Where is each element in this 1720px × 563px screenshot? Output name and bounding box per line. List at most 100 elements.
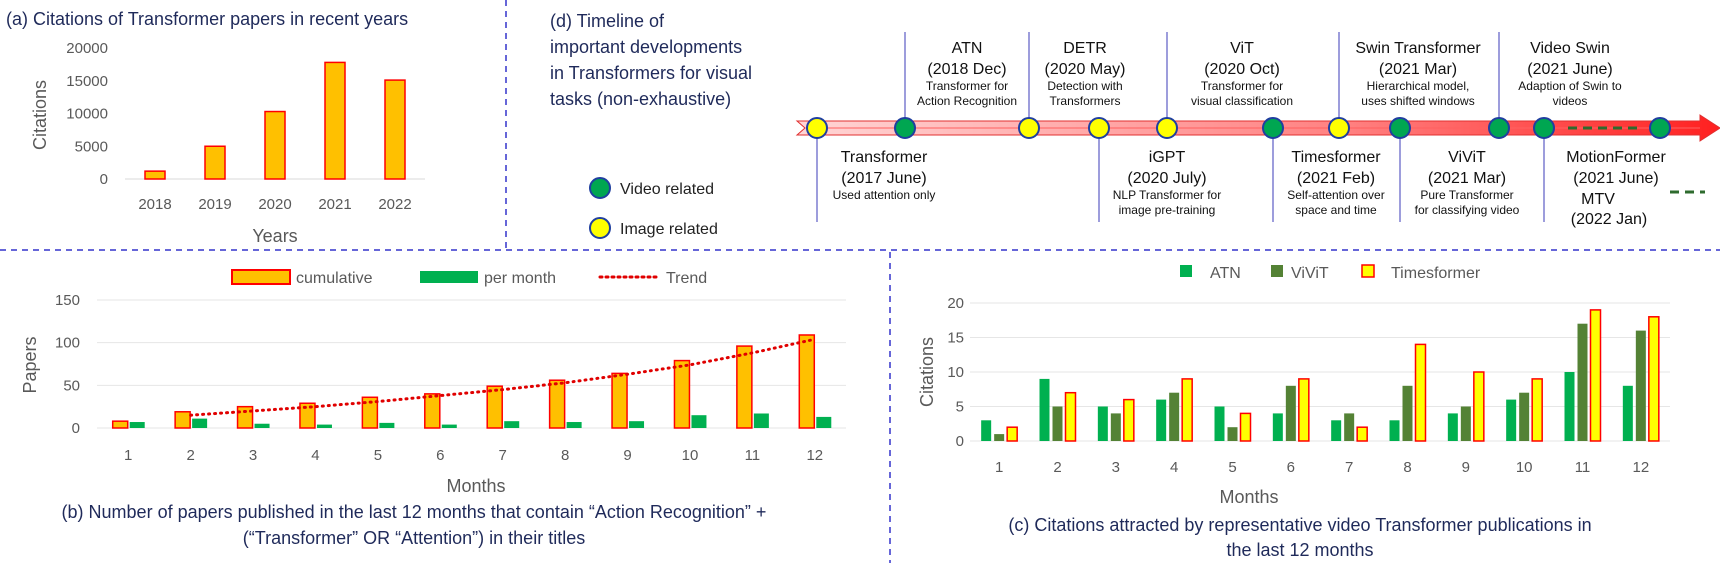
panel-c-citations-by-month: ATN ViViT Timesformer Citations Months 0… [917, 264, 1670, 560]
panel-c-gridlines [970, 302, 1670, 442]
timeline-below-name-igpt: iGPT [1149, 149, 1186, 166]
timeline-node-video-8 [1389, 117, 1411, 139]
panel-b-xtick-4: 4 [311, 447, 319, 464]
timeline-below-date-igpt: (2020 July) [1127, 170, 1206, 187]
timeline-below-desc-igpt-2: image pre-training [1119, 203, 1216, 217]
panel-c-bar-vivit-10 [1519, 392, 1530, 441]
legend-atn-swatch [1180, 265, 1192, 277]
timeline-node-video-6 [1262, 117, 1284, 139]
legend-atn-label: ATN [1210, 265, 1241, 282]
panel-c-xtick-8: 8 [1403, 459, 1411, 476]
panel-a-y-tick-labels: 0 5000 10000 15000 20000 [66, 40, 108, 188]
timeline-below-date-timesformer: (2021 Feb) [1297, 170, 1375, 187]
timeline-mtv-date: (2022 Jan) [1571, 211, 1648, 228]
legend-video-marker [589, 177, 611, 199]
panel-c-caption-line-2: the last 12 months [1226, 540, 1373, 560]
panel-c-bar-timesformer-8 [1414, 343, 1427, 442]
panel-c-bar-timesformer-2 [1064, 391, 1077, 442]
timeline-below-name-transformer: Transformer [841, 149, 928, 166]
timeline-above-date-swin-transformer: (2021 Mar) [1379, 61, 1457, 78]
timeline-below-desc-transformer-1: Used attention only [833, 188, 936, 202]
panel-c-bar-atn-7 [1331, 420, 1342, 441]
timeline-node-video-10 [1533, 117, 1555, 139]
timeline-node-video-2 [894, 117, 916, 139]
panel-b-bars [111, 334, 832, 429]
timeline-below-desc-timesformer-2: space and time [1295, 203, 1377, 217]
timeline-above-date-atn: (2018 Dec) [927, 61, 1006, 78]
panel-c-xtick-7: 7 [1345, 459, 1353, 476]
legend-image-marker [589, 217, 611, 239]
panel-c-bars [981, 309, 1660, 442]
timeline-above-desc-video-swin-2: videos [1553, 94, 1588, 108]
panel-b-bar-per-month-11 [753, 413, 769, 428]
panel-c-bar-timesformer-6 [1298, 378, 1310, 442]
panel-b-xlabel: Months [446, 476, 505, 496]
panel-c-xtick-3: 3 [1112, 459, 1120, 476]
legend-timesformer-swatch [1361, 264, 1375, 278]
timeline-node-image-1 [806, 117, 828, 139]
panel-b-papers-by-month: cumulative per month Trend Papers Months… [20, 269, 846, 548]
panel-b-xtick-9: 9 [623, 447, 631, 464]
panel-a-ytick-20000: 20000 [66, 40, 108, 57]
panel-b-bar-per-month-5 [379, 422, 395, 428]
panel-b-bar-cumulative-12 [798, 334, 816, 429]
panel-a-bar-2021 [324, 61, 346, 180]
timeline-above-desc-detr-1: Detection with [1047, 79, 1122, 93]
timeline-below-date-motionformer: (2021 June) [1573, 170, 1658, 187]
panel-b-bar-cumulative-5 [361, 396, 379, 429]
panel-b-ytick-100: 100 [55, 335, 80, 352]
panel-a-xlabel: Years [252, 226, 297, 246]
timeline-above-desc-atn-1: Transformer for [926, 79, 1008, 93]
panel-c-x-tick-labels: 1 2 3 4 5 6 7 8 9 10 11 12 [995, 459, 1649, 476]
panel-b-ytick-0: 0 [72, 420, 80, 437]
panel-c-bar-timesformer-11 [1589, 309, 1602, 442]
timeline-above-date-vit: (2020 Oct) [1204, 61, 1280, 78]
panel-c-bar-timesformer-5 [1239, 412, 1252, 442]
panel-b-xtick-10: 10 [682, 447, 699, 464]
timeline-below-name-timesformer: Timesformer [1291, 149, 1381, 166]
panel-b-bar-cumulative-9 [611, 372, 628, 429]
timeline-below-desc-timesformer-1: Self-attention over [1287, 188, 1384, 202]
panel-a-xtick-2021: 2021 [318, 196, 351, 213]
panel-c-xtick-1: 1 [995, 459, 1003, 476]
panel-c-bar-vivit-5 [1227, 427, 1238, 441]
panel-c-bar-vivit-3 [1110, 413, 1121, 441]
panel-a-ytick-10000: 10000 [66, 106, 108, 123]
timeline-title-line-1: (d) Timeline of [550, 11, 665, 31]
panel-c-ylabel: Citations [917, 337, 937, 407]
panel-b-bar-cumulative-3 [236, 405, 254, 429]
legend-per-month-swatch [420, 271, 478, 283]
panel-c-xtick-12: 12 [1632, 459, 1649, 476]
timeline-above-name-video-swin: Video Swin [1530, 40, 1610, 57]
panel-c-bar-vivit-12 [1635, 330, 1646, 441]
timeline-above-desc-vit-2: visual classification [1191, 94, 1293, 108]
panel-c-bar-atn-3 [1097, 406, 1108, 441]
panel-a-caption: (a) Citations of Transformer papers in r… [6, 9, 408, 29]
timeline-above-name-swin-transformer: Swin Transformer [1355, 40, 1481, 57]
panel-c-bar-timesformer-12 [1648, 316, 1660, 442]
panel-c-bar-vivit-8 [1402, 385, 1413, 441]
panel-c-bar-timesformer-9 [1473, 371, 1485, 442]
panel-b-xtick-11: 11 [745, 447, 761, 464]
panel-c-y-tick-labels: 0 5 10 15 20 [947, 295, 964, 450]
timeline-above-date-video-swin: (2021 June) [1527, 61, 1612, 78]
panel-c-ytick-10: 10 [947, 364, 964, 381]
panel-b-legend: cumulative per month Trend [231, 269, 707, 287]
panel-a-bar-2022 [384, 79, 406, 180]
timeline-below-date-transformer: (2017 June) [841, 170, 926, 187]
timeline-node-video-11 [1649, 117, 1671, 139]
panel-a-xtick-2020: 2020 [258, 196, 291, 213]
legend-timesformer-label: Timesformer [1391, 265, 1481, 282]
panel-c-bar-vivit-2 [1052, 406, 1063, 441]
timeline-title: (d) Timeline of important developments i… [550, 11, 752, 109]
panel-a-ytick-5000: 5000 [75, 138, 108, 155]
timeline-above-desc-detr-2: Transformers [1050, 94, 1121, 108]
panel-c-bar-atn-9 [1447, 413, 1458, 441]
panel-c-bar-atn-1 [981, 420, 992, 441]
panel-c-bar-timesformer-7 [1356, 426, 1368, 442]
timeline-title-line-2: important developments [550, 37, 742, 57]
panel-c-bar-timesformer-10 [1531, 378, 1543, 442]
panel-b-bar-per-month-3 [254, 423, 270, 428]
timeline-above-name-detr: DETR [1063, 40, 1107, 57]
